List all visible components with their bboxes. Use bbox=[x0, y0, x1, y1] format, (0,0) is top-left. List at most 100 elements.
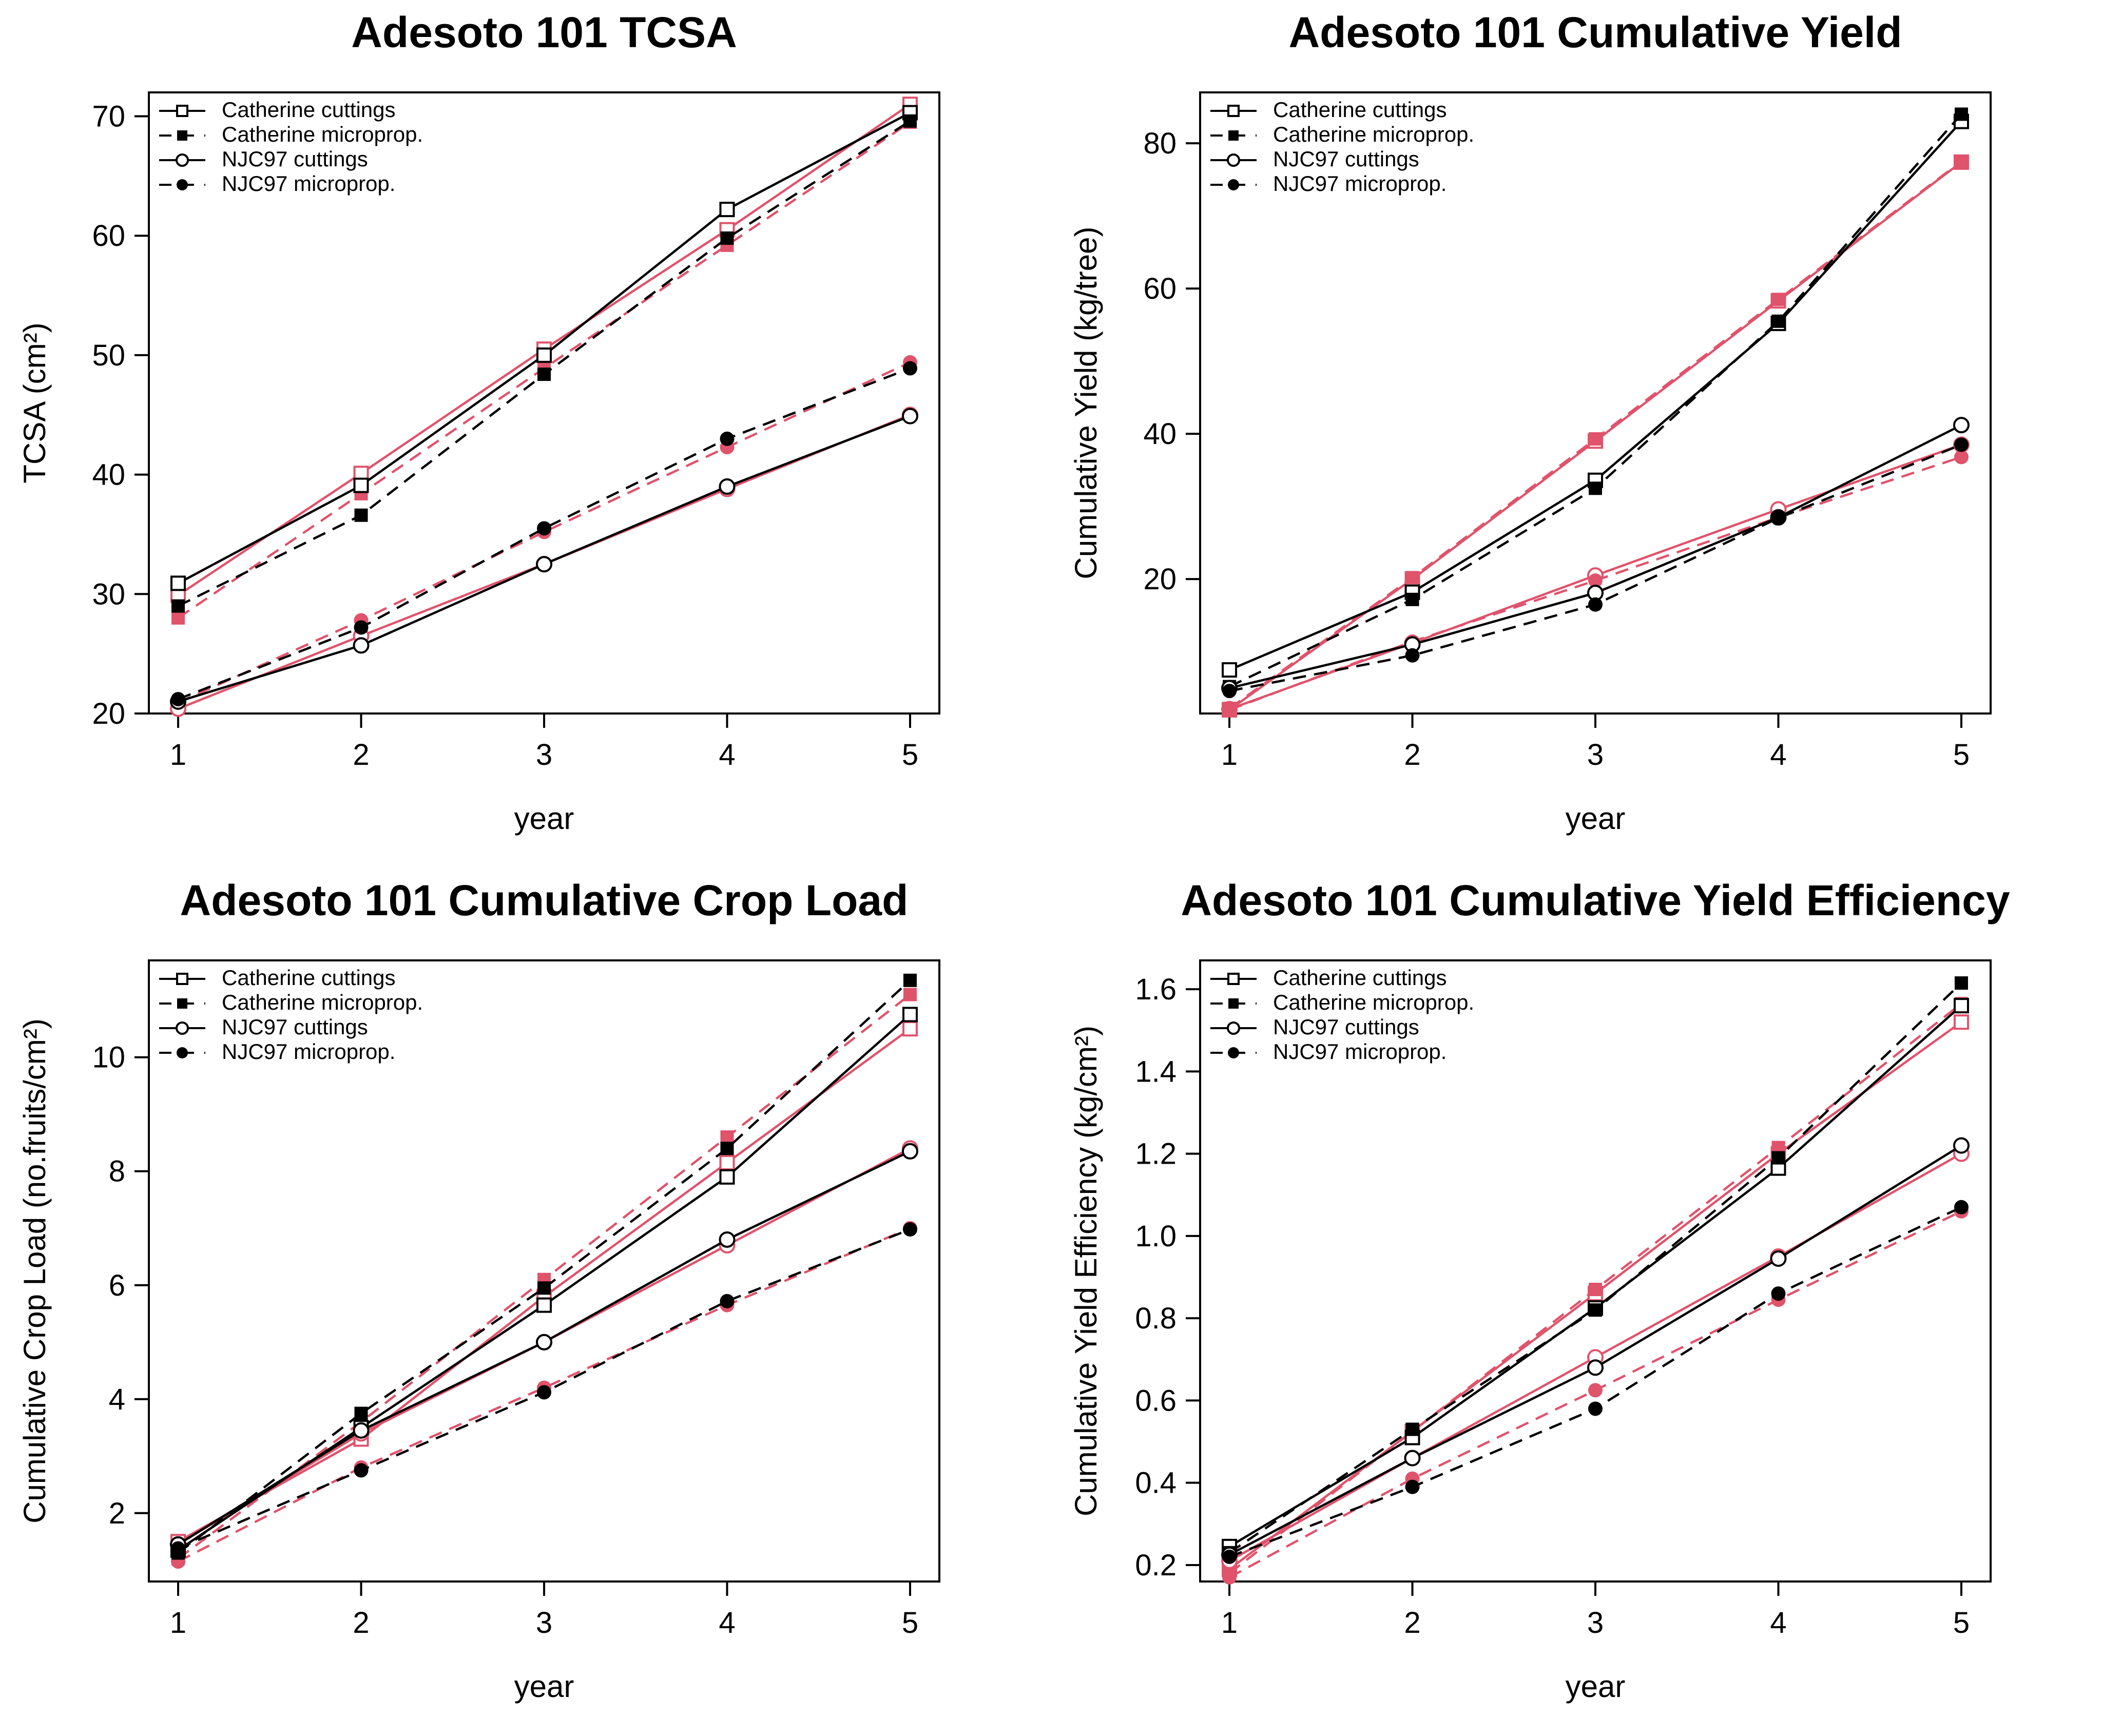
data-point bbox=[354, 1406, 368, 1420]
data-point bbox=[1589, 1283, 1602, 1297]
legend-label: Catherine cuttings bbox=[1273, 966, 1447, 990]
data-point bbox=[1404, 1450, 1421, 1467]
legend-label: Catherine cuttings bbox=[222, 966, 396, 990]
data-point bbox=[720, 431, 735, 446]
data-point bbox=[353, 477, 369, 493]
x-tick-label: 3 bbox=[536, 1606, 552, 1639]
x-tick-label: 2 bbox=[1404, 738, 1420, 771]
data-point bbox=[1771, 314, 1785, 328]
series-njc97-cuttings bbox=[1221, 417, 1970, 697]
data-point bbox=[1222, 1549, 1237, 1564]
series-njc97-cuttings bbox=[170, 408, 918, 710]
chart-title: Adesoto 101 TCSA bbox=[351, 8, 737, 56]
legend-label: Catherine microprop. bbox=[222, 990, 423, 1014]
data-point bbox=[902, 1007, 918, 1023]
data-point bbox=[903, 114, 917, 128]
data-point bbox=[1954, 976, 1968, 990]
data-point bbox=[720, 231, 734, 245]
data-point bbox=[1953, 417, 1970, 434]
legend-label: Catherine microprop. bbox=[222, 122, 423, 146]
y-axis-label: Cumulative Yield Efficiency (kg/cm²) bbox=[1069, 1026, 1103, 1516]
legend-label: NJC97 microprop. bbox=[222, 1039, 395, 1064]
data-point bbox=[354, 508, 368, 522]
series-njc97-cuttings bbox=[170, 1143, 918, 1553]
data-point bbox=[1588, 597, 1603, 612]
x-axis-label: year bbox=[514, 801, 574, 836]
legend-label: NJC97 cuttings bbox=[222, 1015, 368, 1039]
legend-marker bbox=[1228, 179, 1239, 190]
y-tick-label: 20 bbox=[1143, 563, 1177, 596]
data-point bbox=[171, 1541, 186, 1556]
data-point bbox=[901, 1143, 918, 1160]
y-tick-label: 10 bbox=[92, 1041, 125, 1074]
data-point bbox=[1405, 1422, 1419, 1436]
data-point bbox=[719, 1155, 735, 1171]
y-tick-label: 40 bbox=[1143, 417, 1177, 451]
chart-title: Adesoto 101 Cumulative Crop Load bbox=[180, 876, 909, 924]
data-point bbox=[1770, 1250, 1787, 1267]
data-point bbox=[1771, 1286, 1786, 1301]
x-tick-label: 5 bbox=[902, 738, 918, 771]
data-point bbox=[719, 1231, 736, 1248]
legend-label: Catherine microprop. bbox=[1273, 122, 1474, 146]
series-line bbox=[1228, 982, 1962, 1554]
legend-marker bbox=[1227, 105, 1240, 117]
data-point bbox=[1589, 432, 1602, 446]
series-line bbox=[1229, 424, 1962, 689]
x-tick-label: 4 bbox=[1770, 1606, 1786, 1639]
data-point bbox=[1954, 437, 1969, 452]
x-tick-label: 5 bbox=[902, 1606, 918, 1639]
x-tick-label: 5 bbox=[1953, 738, 1970, 771]
cumulative-yield-efficiency-chart-panel: Adesoto 101 Cumulative Yield Efficiency 1… bbox=[1051, 868, 2102, 1736]
data-point bbox=[1405, 648, 1420, 663]
y-tick-label: 4 bbox=[109, 1383, 125, 1416]
series-catherine-microprop bbox=[171, 114, 917, 613]
legend-marker bbox=[176, 105, 188, 117]
legend-marker bbox=[1228, 1047, 1239, 1058]
data-point bbox=[1954, 450, 1969, 465]
data-point bbox=[1771, 1151, 1785, 1165]
data-point bbox=[537, 368, 551, 381]
legend-marker bbox=[1228, 130, 1239, 141]
data-point bbox=[1222, 662, 1238, 678]
legend-marker bbox=[1227, 973, 1240, 985]
legend-marker bbox=[177, 1047, 188, 1058]
y-axis-label: TCSA (cm²) bbox=[17, 322, 52, 483]
y-tick-label: 40 bbox=[92, 458, 125, 492]
x-tick-label: 1 bbox=[170, 738, 186, 771]
data-point bbox=[1954, 107, 1968, 121]
data-point bbox=[902, 361, 917, 376]
y-tick-label: 1.0 bbox=[1135, 1220, 1177, 1253]
data-point bbox=[171, 599, 185, 613]
series-catherine-microprop bbox=[1223, 976, 1968, 1559]
series-njc97-microprop bbox=[1222, 437, 1969, 699]
legend-marker bbox=[176, 153, 189, 167]
series-line bbox=[1229, 1206, 1962, 1558]
legend-marker bbox=[177, 998, 187, 1009]
chart-svg: Adesoto 101 TCSA 1 2 3 4 5 20 30 40 50 60 70 year TCS… bbox=[17, 8, 940, 836]
y-tick-label: 70 bbox=[92, 100, 125, 133]
data-point bbox=[719, 202, 735, 218]
cumulative-yield-chart-panel: Adesoto 101 Cumulative Yield 1 2 3 4 5 20 40 60 8… bbox=[1051, 0, 2102, 868]
data-point bbox=[720, 1142, 734, 1155]
series-njc97-microprop bbox=[1222, 1200, 1969, 1564]
series-line bbox=[177, 979, 911, 1554]
data-point bbox=[353, 1422, 370, 1439]
y-tick-label: 50 bbox=[92, 339, 125, 372]
data-point bbox=[720, 1294, 735, 1308]
legend-marker bbox=[1227, 153, 1240, 167]
legend-label: Catherine cuttings bbox=[222, 98, 396, 122]
legend-marker bbox=[1228, 998, 1239, 1009]
tcsa-chart-panel: Adesoto 101 TCSA 1 2 3 4 5 20 30 40 50 60 70 year TCS… bbox=[0, 0, 1051, 868]
y-tick-label: 2 bbox=[109, 1497, 125, 1530]
x-axis-label: year bbox=[1566, 1669, 1626, 1704]
data-point bbox=[720, 1130, 734, 1144]
x-tick-label: 2 bbox=[353, 738, 369, 771]
y-tick-label: 0.4 bbox=[1135, 1467, 1177, 1500]
x-tick-label: 4 bbox=[719, 1606, 735, 1639]
legend-marker bbox=[1227, 1021, 1240, 1035]
legend-label: NJC97 microprop. bbox=[1273, 171, 1447, 196]
y-tick-label: 8 bbox=[109, 1155, 125, 1188]
